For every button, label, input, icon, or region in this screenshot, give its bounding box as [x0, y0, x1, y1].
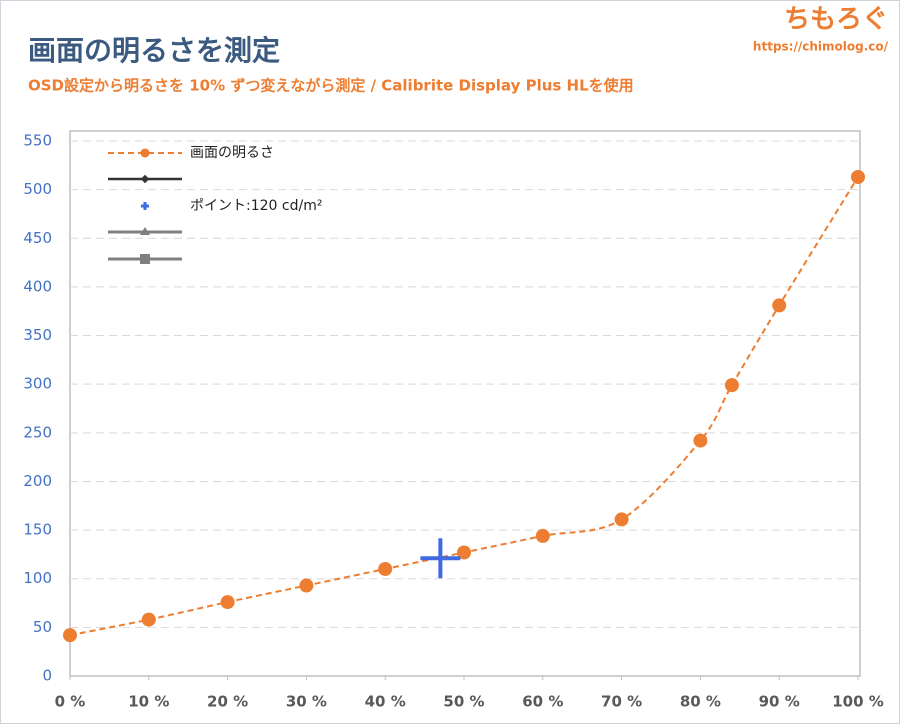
chart-subtitle: OSD設定から明るさを 10% ずつ変えながら測定 / Calibrite Di…	[28, 77, 634, 95]
x-tick-label: 90 %	[759, 693, 800, 711]
y-tick-label: 500	[23, 180, 52, 198]
point-marker	[535, 528, 550, 543]
point-marker	[457, 545, 471, 560]
y-tick-label: 200	[23, 472, 52, 490]
brand-logo: ちもろぐ	[784, 5, 888, 35]
y-tick-label: 550	[23, 132, 52, 150]
point-marker	[614, 512, 629, 527]
x-tick-label: 30 %	[286, 693, 327, 711]
legend-marker	[140, 148, 150, 158]
point-marker	[63, 628, 77, 643]
point-marker	[299, 578, 314, 593]
legend-marker	[141, 202, 149, 210]
point-marker	[141, 612, 156, 627]
point-marker	[378, 562, 393, 576]
x-tick-label: 80 %	[680, 693, 721, 711]
legend-label: 画面の明るさ	[190, 145, 274, 161]
y-tick-label: 50	[33, 618, 52, 636]
chart-title: 画面の明るさを測定	[28, 34, 280, 67]
x-tick-label: 60 %	[522, 693, 563, 711]
x-tick-label: 10 %	[128, 693, 169, 711]
x-tick-label: 40 %	[365, 693, 406, 711]
x-tick-label: 70 %	[601, 693, 642, 711]
point-marker	[693, 433, 708, 448]
legend-marker	[140, 174, 150, 184]
y-tick-label: 300	[23, 375, 52, 393]
plot-frame	[69, 130, 861, 677]
y-tick-label: 250	[23, 423, 52, 441]
y-tick-label: 350	[23, 326, 52, 344]
point-marker	[220, 595, 235, 610]
y-tick-label: 400	[23, 277, 52, 295]
y-tick-label: 0	[42, 667, 52, 685]
y-tick-label: 450	[23, 229, 52, 247]
x-tick-label: 100 %	[832, 693, 884, 711]
legend-extra	[108, 174, 182, 264]
point-marker	[851, 169, 865, 184]
legend-marker	[140, 254, 150, 264]
y-tick-label: 150	[23, 521, 52, 539]
brand-url: https://chimolog.co/	[753, 40, 889, 54]
legend-marker	[140, 227, 150, 235]
point-marker	[724, 378, 739, 393]
x-tick-label: 50 %	[443, 693, 484, 711]
legend-label: ポイント:120 cd/m²	[190, 198, 322, 214]
point-marker	[772, 298, 787, 313]
x-tick-label: 20 %	[207, 693, 248, 711]
point-marker	[420, 538, 461, 579]
x-tick-label: 0 %	[55, 693, 86, 711]
y-tick-label: 100	[23, 569, 52, 587]
